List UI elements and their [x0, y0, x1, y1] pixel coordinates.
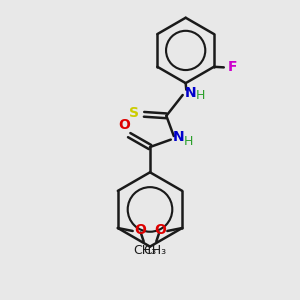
Text: H: H	[196, 89, 206, 102]
Text: O: O	[118, 118, 130, 132]
Text: O: O	[134, 224, 146, 237]
Text: S: S	[129, 106, 139, 120]
Text: N: N	[184, 85, 196, 100]
Text: N: N	[172, 130, 184, 144]
Text: CH₃: CH₃	[134, 244, 157, 257]
Text: CH₃: CH₃	[143, 244, 167, 257]
Text: H: H	[184, 135, 194, 148]
Text: O: O	[154, 224, 166, 237]
Text: F: F	[227, 60, 237, 74]
